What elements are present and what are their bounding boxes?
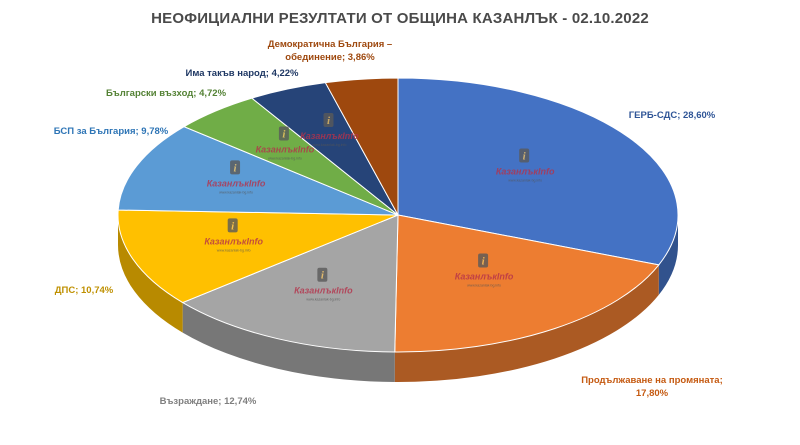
watermark-logo: i КазанлъкInfo www.kazanlak-bg.info: [204, 218, 263, 252]
pie-slices: [117, 77, 679, 353]
info-icon: [278, 126, 289, 141]
watermark-logo: i КазанлъкInfo www.kazanlak-bg.info: [294, 267, 353, 302]
data-label-5: БСП за България; 9,78%: [54, 126, 169, 137]
watermark-brand: КазанлъкInfo: [496, 167, 555, 177]
pie-slice-1: [397, 77, 679, 266]
data-label-7: Има такъв народ; 4,22%: [185, 68, 299, 79]
info-glyph: i: [482, 255, 486, 267]
watermark-brand: КазанлъкInfo: [207, 178, 266, 188]
pie-side-3: [182, 302, 395, 382]
info-glyph: i: [234, 162, 238, 174]
info-glyph: i: [231, 220, 235, 232]
watermark-brand: КазанлъкInfo: [455, 271, 514, 281]
pie-side-1: [658, 215, 678, 295]
watermark-brand: КазанлъкInfo: [256, 145, 315, 155]
pie-slice-2: [394, 214, 660, 353]
watermark-brand: КазанлъкInfo: [204, 236, 263, 246]
info-icon: [519, 148, 530, 163]
watermarks: iКазанлъкInfowww.kazanlak-bg.infoiКазанл…: [204, 112, 555, 302]
pie-slice-4: [117, 209, 399, 304]
data-label-6: Български възход; 4,72%: [106, 88, 227, 99]
watermark-brand: КазанлъкInfo: [300, 131, 359, 141]
data-labels: ГЕРБ-СДС; 28,60% Продължаване на промянат…: [54, 39, 723, 407]
pie-slice-8: [324, 77, 399, 216]
info-glyph: i: [327, 115, 331, 127]
watermark-url: www.kazanlak-bg.info: [313, 143, 347, 147]
watermark-url: www.kazanlak-bg.info: [306, 298, 340, 302]
data-label-line: Продължаване на промяната;: [581, 375, 723, 386]
pie-side-4: [118, 215, 183, 333]
data-label-4: ДПС; 10,74%: [55, 285, 114, 296]
data-label-line: обединение; 3,86%: [285, 52, 375, 63]
pie-side-2: [394, 264, 659, 382]
watermark-logo: i КазанлъкInfo www.kazanlak-bg.info: [300, 112, 359, 147]
info-glyph: i: [282, 129, 286, 141]
info-icon: [230, 160, 241, 175]
data-label-1: ГЕРБ-СДС; 28,60%: [629, 110, 716, 121]
pie-slice-3: [181, 214, 399, 353]
watermark-url: www.kazanlak-bg.info: [467, 283, 501, 287]
watermark-url: www.kazanlak-bg.info: [508, 179, 542, 183]
watermark-logo: i КазанлъкInfo www.kazanlak-bg.info: [256, 126, 315, 161]
watermark-url: www.kazanlak-bg.info: [219, 190, 253, 194]
info-icon: [323, 112, 334, 127]
watermark-brand: КазанлъкInfo: [294, 286, 353, 296]
info-glyph: i: [321, 270, 325, 282]
pie-side-walls: [118, 215, 678, 382]
watermark-logo: i КазанлъкInfo www.kazanlak-bg.info: [207, 160, 266, 194]
data-label-line: Демократична България –: [268, 39, 392, 50]
data-label-3: Възраждане; 12,74%: [160, 396, 257, 407]
watermark-logo: i КазанлъкInfo www.kazanlak-bg.info: [496, 148, 555, 183]
chart-title: НЕОФИЦИАЛНИ РЕЗУЛТАТИ ОТ ОБЩИНА КАЗАНЛЪК…: [151, 10, 649, 27]
data-label-8: Демократична България – обединение; 3,86%: [268, 39, 392, 63]
watermark-url: www.kazanlak-bg.info: [268, 157, 302, 161]
info-icon: [317, 267, 328, 282]
info-icon: [227, 218, 238, 233]
data-label-line: 17,80%: [636, 388, 669, 399]
info-icon: [478, 253, 489, 268]
watermark-url: www.kazanlak-bg.info: [217, 248, 251, 252]
info-glyph: i: [523, 151, 527, 163]
watermark-logo: i КазанлъкInfo www.kazanlak-bg.info: [455, 253, 514, 287]
data-label-2: Продължаване на промяната; 17,80%: [581, 375, 723, 399]
pie-slice-5: [117, 126, 399, 216]
